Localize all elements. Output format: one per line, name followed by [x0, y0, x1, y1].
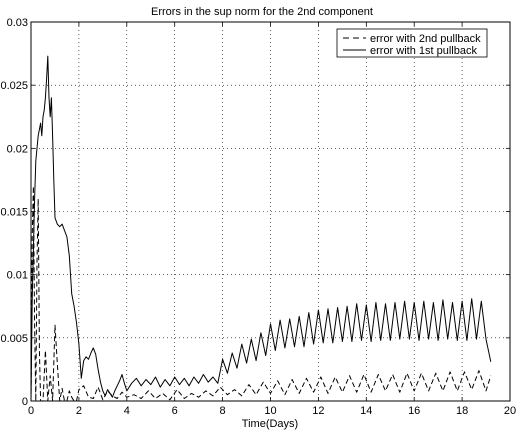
x-tick-label: 14 [360, 405, 372, 417]
x-tick-label: 16 [408, 405, 420, 417]
legend-label-1st-pullback: error with 1st pullback [370, 45, 477, 57]
y-tick-label: 0.03 [7, 17, 28, 29]
x-tick-label: 2 [76, 405, 82, 417]
legend-box [336, 28, 488, 58]
y-tick-label: 0.01 [7, 270, 28, 282]
x-axis-label: Time(Days) [242, 418, 298, 430]
legend-label-2nd-pullback: error with 2nd pullback [370, 33, 481, 45]
x-tick-label: 20 [504, 405, 516, 417]
y-tick-label: 0.015 [0, 207, 28, 219]
legend: error with 2nd pullback error with 1st p… [336, 28, 488, 58]
x-tick-label: 18 [456, 405, 468, 417]
y-tick-label: 0 [22, 396, 28, 408]
x-tick-label: 6 [172, 405, 178, 417]
series-line-2nd-pullback [30, 185, 492, 402]
y-tick-label: 0.02 [7, 143, 28, 155]
x-tick-label: 8 [220, 405, 226, 417]
y-tick-label: 0.005 [0, 333, 28, 345]
x-tick-label: 10 [264, 405, 276, 417]
x-tick-label: 4 [124, 405, 130, 417]
axis-ticks: 0 2 4 6 8 10 12 14 16 18 20 0 0.005 0.01 0.015 0.02 0.02… [0, 17, 516, 417]
chart-title: Errors in the sup norm for the 2nd compo… [151, 6, 373, 18]
y-tick-label: 0.025 [0, 80, 28, 92]
x-tick-label: 0 [28, 405, 34, 417]
series-line-1st-pullback [30, 55, 492, 402]
x-tick-label: 12 [312, 405, 324, 417]
series-group [30, 55, 492, 402]
